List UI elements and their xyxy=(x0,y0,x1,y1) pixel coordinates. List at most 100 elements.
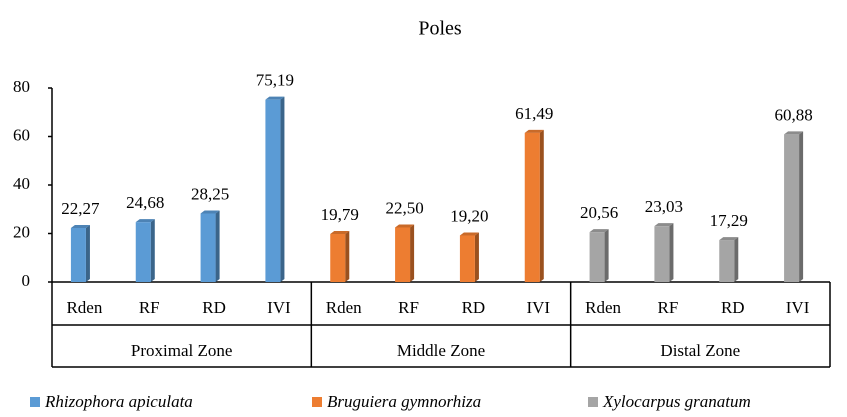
bar xyxy=(70,227,86,282)
x-tick-label: IVI xyxy=(526,298,550,317)
data-label: 19,79 xyxy=(321,205,359,224)
bar-side xyxy=(280,96,285,283)
data-label: 61,49 xyxy=(515,104,553,123)
y-tick-label: 20 xyxy=(13,222,30,241)
x-tick-label: Rden xyxy=(585,298,621,317)
bar-top xyxy=(524,129,544,133)
bar-side-shade xyxy=(410,224,415,282)
legend-swatch xyxy=(588,397,598,407)
bar-side xyxy=(150,219,155,282)
chart-title: Poles xyxy=(418,18,462,40)
bar-side xyxy=(85,224,90,282)
bar-side xyxy=(474,232,479,282)
bar-top-shade xyxy=(459,232,479,236)
bar xyxy=(395,227,411,282)
bar-top xyxy=(330,231,350,235)
bar-top-shade xyxy=(524,129,544,133)
bar-side-shade xyxy=(215,210,220,282)
data-label: 20,56 xyxy=(580,203,618,222)
bar-side xyxy=(215,210,220,282)
x-tick-label: Rden xyxy=(66,298,102,317)
bar-side xyxy=(669,223,674,282)
bar-side-shade xyxy=(669,223,674,282)
bar-top xyxy=(70,224,90,228)
x-tick-label: RF xyxy=(398,298,419,317)
data-label: 60,88 xyxy=(774,105,812,124)
x-tick-label: RF xyxy=(139,298,160,317)
bar-side xyxy=(734,237,739,282)
bar-side-shade xyxy=(474,232,479,282)
bar-top-shade xyxy=(395,224,415,228)
legend-label: Xylocarpus granatum xyxy=(602,392,751,411)
legend-swatch xyxy=(312,397,322,407)
legend-label: Rhizophora apiculata xyxy=(44,392,193,411)
bar-side-shade xyxy=(799,131,804,282)
bar-side xyxy=(410,224,415,282)
bar-side-shade xyxy=(85,224,90,282)
bar-top-shade xyxy=(265,96,285,100)
bar-top-shade xyxy=(589,229,609,233)
x-tick-label: IVI xyxy=(786,298,810,317)
bar-top-shade xyxy=(135,219,155,223)
bar xyxy=(265,99,281,283)
bar xyxy=(330,234,346,282)
bar xyxy=(654,226,670,282)
data-label: 75,19 xyxy=(256,71,294,90)
data-label: 24,68 xyxy=(126,193,164,212)
bar xyxy=(524,132,540,282)
y-tick-label: 40 xyxy=(13,174,30,193)
x-tick-label: RD xyxy=(462,298,486,317)
data-label: 23,03 xyxy=(645,197,683,216)
bar-top xyxy=(395,224,415,228)
bar-top xyxy=(459,232,479,236)
bar-top-shade xyxy=(719,237,739,241)
data-label: 28,25 xyxy=(191,184,229,203)
bar xyxy=(589,232,605,282)
x-tick-label: RD xyxy=(721,298,745,317)
bar xyxy=(200,213,216,282)
bar-side xyxy=(539,129,544,282)
bar-top xyxy=(654,223,674,227)
bar-side-shade xyxy=(150,219,155,282)
bar-top xyxy=(265,96,285,100)
bar xyxy=(459,235,475,282)
group-label: Distal Zone xyxy=(660,341,740,360)
bar-side xyxy=(799,131,804,282)
bar xyxy=(135,222,151,282)
bar-top xyxy=(200,210,220,214)
y-tick-label: 60 xyxy=(13,125,30,144)
data-label: 22,50 xyxy=(385,198,423,217)
legend-swatch xyxy=(30,397,40,407)
bar-top xyxy=(589,229,609,233)
x-tick-label: Rden xyxy=(326,298,362,317)
bar-top-shade xyxy=(70,224,90,228)
bar-side-shade xyxy=(280,96,285,283)
data-label: 19,20 xyxy=(450,206,488,225)
bar-top-shade xyxy=(654,223,674,227)
y-tick-label: 80 xyxy=(13,77,30,96)
data-label: 17,29 xyxy=(710,211,748,230)
bar-top xyxy=(784,131,804,135)
bar-side xyxy=(345,231,350,282)
bar-top xyxy=(135,219,155,223)
bar-top-shade xyxy=(330,231,350,235)
bar-side xyxy=(604,229,609,282)
bar-side-shade xyxy=(345,231,350,282)
bar-side-shade xyxy=(734,237,739,282)
x-tick-label: IVI xyxy=(267,298,291,317)
y-tick-label: 0 xyxy=(22,271,31,290)
bar-top-shade xyxy=(200,210,220,214)
bar-top-shade xyxy=(784,131,804,135)
group-label: Proximal Zone xyxy=(131,341,233,360)
legend-label: Bruguiera gymnorhiza xyxy=(327,392,481,411)
bar xyxy=(719,240,735,282)
x-tick-label: RD xyxy=(202,298,226,317)
group-label: Middle Zone xyxy=(397,341,485,360)
bar-side-shade xyxy=(539,129,544,282)
bar-side-shade xyxy=(604,229,609,282)
bar xyxy=(784,134,800,282)
bar-top xyxy=(719,237,739,241)
x-tick-label: RF xyxy=(658,298,679,317)
data-label: 22,27 xyxy=(61,199,100,218)
